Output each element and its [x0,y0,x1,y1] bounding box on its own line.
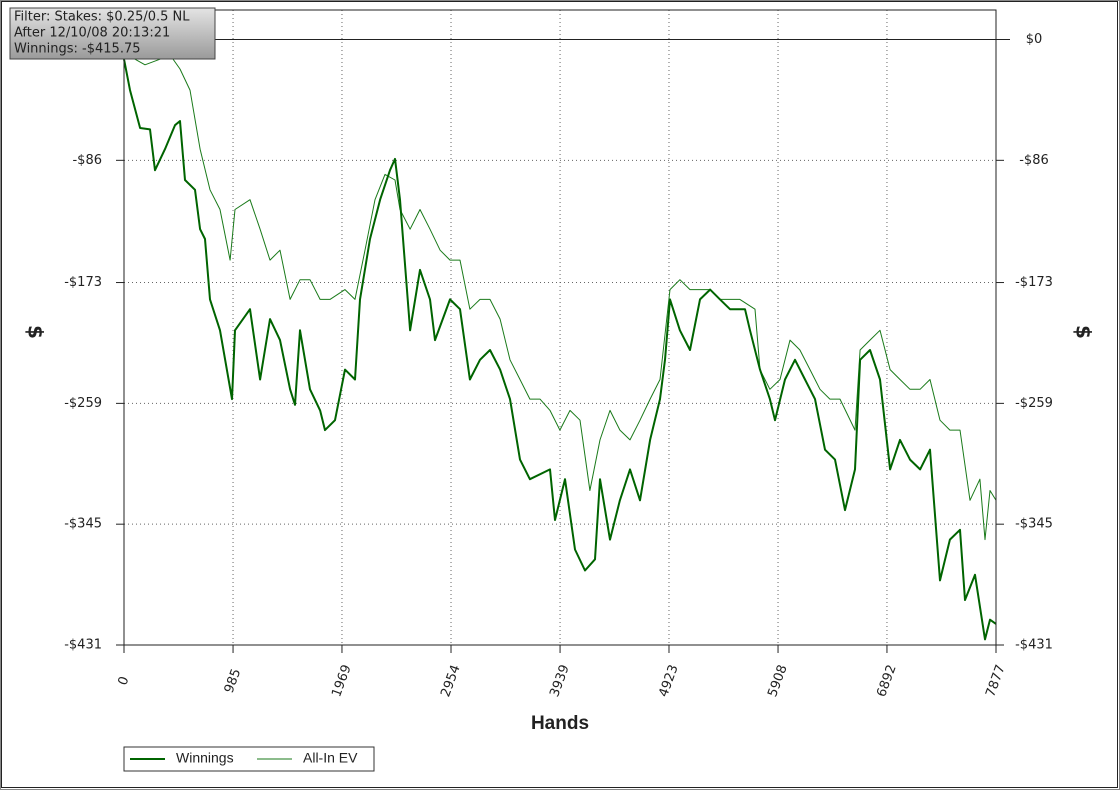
plot [123,44,997,641]
annotation: Filter: Stakes: $0.25/0.5 NL [14,10,190,25]
y-tick-label: -$173 [64,275,102,290]
y2-tick-label: -$259 [1015,396,1053,411]
annotation: After 12/10/08 20:13:21 [14,26,170,41]
y2-tick-label: -$173 [1015,275,1053,290]
annotation-box: Filter: Stakes: $0.25/0.5 NL After 12/10… [9,7,216,60]
y2-tick-label: -$345 [1015,517,1053,532]
y-tick-label: -$259 [64,396,102,411]
y-axis-label: $ [24,325,48,339]
series-line [123,59,997,641]
legend-box [123,746,375,772]
y-tick-label: -$86 [72,153,102,168]
y-tick-label: -$345 [64,517,102,532]
series-line [123,44,997,541]
legend-label: All-In EV [303,750,358,766]
y2-axis-label: $ [1072,325,1096,339]
legend-label: Winnings [176,750,234,766]
y-tick-label: -$431 [64,638,102,653]
legend: Winnings All-In EV [123,746,375,772]
y2-tick-label: -$431 [1015,638,1053,653]
annotation-background [9,7,216,60]
x-axis-label: Hands [531,713,589,734]
annotation: Winnings: -$415.75 [14,42,141,57]
y2-tick-label: -$86 [1019,153,1049,168]
y2-tick-label: $0 [1026,32,1043,47]
